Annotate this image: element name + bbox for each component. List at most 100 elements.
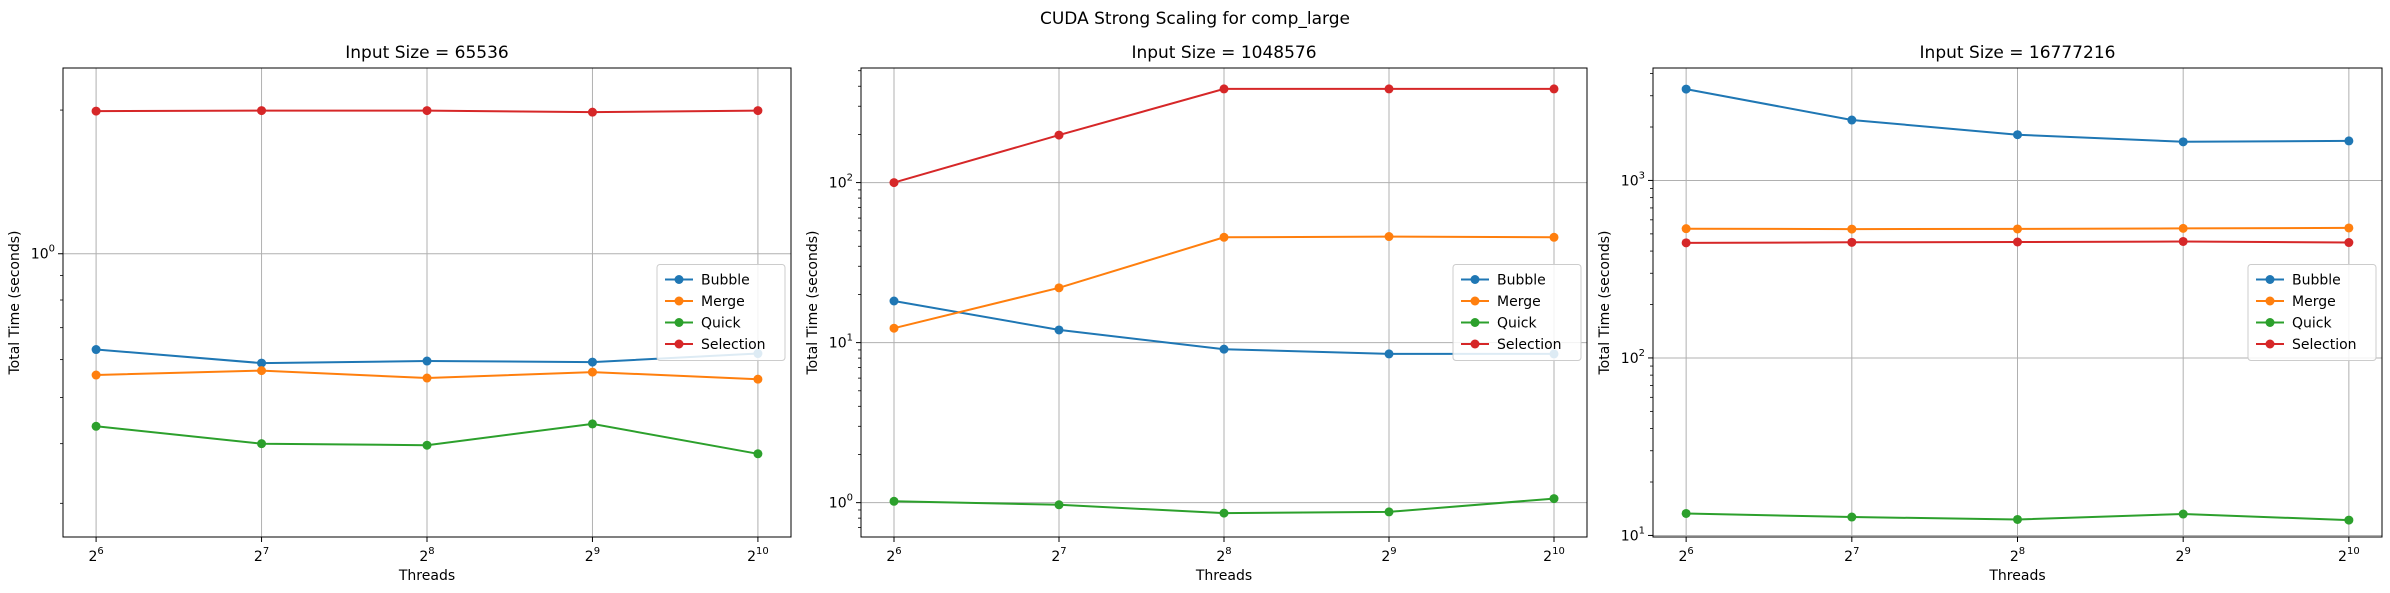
legend-marker-quick <box>2265 318 2275 327</box>
data-point-bubble <box>1054 325 1064 335</box>
x-tick-label: 26 <box>88 546 103 565</box>
legend-box <box>2247 264 2377 361</box>
legend-marker-selection <box>2265 339 2275 349</box>
data-point-selection <box>753 106 763 116</box>
data-point-merge <box>2344 223 2354 233</box>
data-point-merge <box>422 373 432 383</box>
legend-label-bubble: Bubble <box>1497 273 1546 289</box>
subplot-3: 26 27 28 29 210 101 102 103 Input Size = 1677721… <box>1597 43 2383 584</box>
y-tick-label: 101 <box>1621 525 1645 544</box>
data-point-quick <box>257 439 267 449</box>
data-point-merge <box>1549 232 1559 242</box>
data-point-bubble <box>2178 137 2188 147</box>
data-point-selection <box>889 178 899 188</box>
legend-marker-merge <box>2265 296 2275 306</box>
legend-label-merge: Merge <box>2292 294 2336 310</box>
data-point-quick <box>1681 508 1691 518</box>
legend-label-bubble: Bubble <box>701 273 750 289</box>
data-point-selection <box>2344 238 2354 248</box>
legend-marker-quick <box>1470 318 1480 327</box>
legend-label-merge: Merge <box>1497 294 1541 310</box>
legend: Bubble Merge Quick Selection <box>1452 264 1582 361</box>
data-point-merge <box>889 323 899 333</box>
legend-label-quick: Quick <box>701 316 741 332</box>
legend-label-bubble: Bubble <box>2292 273 2341 289</box>
figure-suptitle: CUDA Strong Scaling for comp_large <box>1040 9 1350 29</box>
data-point-quick <box>1847 512 1857 522</box>
data-point-quick <box>753 449 763 459</box>
data-point-bubble <box>889 296 899 306</box>
data-point-selection <box>2013 237 2022 247</box>
data-point-merge <box>1681 224 1691 234</box>
data-point-bubble <box>1219 344 1229 354</box>
data-point-selection <box>1384 84 1394 94</box>
data-point-bubble <box>2013 130 2022 140</box>
x-tick-label: 28 <box>2010 546 2025 565</box>
data-point-selection <box>587 107 597 117</box>
axes-frame <box>1652 67 2383 538</box>
y-axis-label: Total Time (seconds) <box>1597 230 1613 375</box>
data-point-merge <box>587 367 597 377</box>
x-axis-label: Threads <box>398 568 455 584</box>
data-point-bubble <box>1847 115 1857 125</box>
axes-frame <box>62 67 792 538</box>
data-point-selection <box>91 106 101 116</box>
legend-label-merge: Merge <box>701 294 745 310</box>
data-point-quick <box>91 421 101 431</box>
data-point-selection <box>1847 237 1857 247</box>
axes-frame <box>860 67 1588 538</box>
legend-marker-bubble <box>1470 275 1480 284</box>
data-point-quick <box>889 496 899 506</box>
data-point-merge <box>1847 224 1857 234</box>
legend-marker-bubble <box>2265 275 2275 284</box>
legend-marker-selection <box>1470 339 1480 349</box>
data-point-bubble <box>1384 349 1394 359</box>
subplot-1: 26 27 28 29 210 100 Input Size = 65536 Threads T… <box>7 43 792 584</box>
data-point-bubble <box>2344 136 2354 146</box>
legend-marker-selection <box>674 339 684 349</box>
data-point-quick <box>2178 509 2188 519</box>
data-point-selection <box>257 106 267 116</box>
subplot-title: Input Size = 1048576 <box>1131 43 1316 63</box>
subplot-title: Input Size = 65536 <box>345 43 508 63</box>
data-point-merge <box>2178 223 2188 233</box>
y-tick-label: 100 <box>829 493 853 512</box>
legend-marker-bubble <box>674 275 684 284</box>
data-point-quick <box>2013 514 2022 524</box>
x-tick-label: 26 <box>886 546 901 565</box>
x-tick-label: 27 <box>1051 546 1066 565</box>
y-tick-label: 102 <box>1621 348 1645 367</box>
data-point-quick <box>1054 500 1064 510</box>
x-tick-label: 29 <box>2176 546 2191 565</box>
data-point-quick <box>1384 507 1394 517</box>
y-tick-label: 101 <box>829 333 853 352</box>
x-tick-label: 27 <box>1844 546 1859 565</box>
data-point-selection <box>1549 84 1559 94</box>
data-point-bubble <box>91 345 101 355</box>
x-tick-label: 210 <box>2338 546 2360 565</box>
legend-label-quick: Quick <box>2292 316 2332 332</box>
data-point-quick <box>422 440 432 450</box>
data-point-merge <box>1219 232 1229 242</box>
data-point-quick <box>1549 494 1559 504</box>
y-axis-label: Total Time (seconds) <box>805 230 821 375</box>
legend-label-selection: Selection <box>701 337 766 353</box>
data-point-bubble <box>257 358 267 368</box>
data-point-selection <box>422 106 432 116</box>
x-tick-label: 210 <box>1543 546 1565 565</box>
x-tick-label: 29 <box>585 546 600 565</box>
data-point-selection <box>1681 238 1691 248</box>
y-tick-label: 100 <box>31 244 55 263</box>
legend-label-selection: Selection <box>1497 337 1562 353</box>
data-point-merge <box>753 374 763 384</box>
data-point-merge <box>91 370 101 380</box>
legend-box <box>1452 264 1582 361</box>
x-tick-label: 27 <box>254 546 269 565</box>
x-axis-label: Threads <box>1195 568 1252 584</box>
x-tick-label: 28 <box>1216 546 1231 565</box>
subplot-2: 26 27 28 29 210 100 101 102 Input Size = 1048576… <box>805 43 1588 584</box>
legend-label-quick: Quick <box>1497 316 1537 332</box>
legend: Bubble Merge Quick Selection <box>656 264 786 361</box>
data-point-selection <box>2178 236 2188 246</box>
subplot-title: Input Size = 16777216 <box>1920 43 2116 63</box>
